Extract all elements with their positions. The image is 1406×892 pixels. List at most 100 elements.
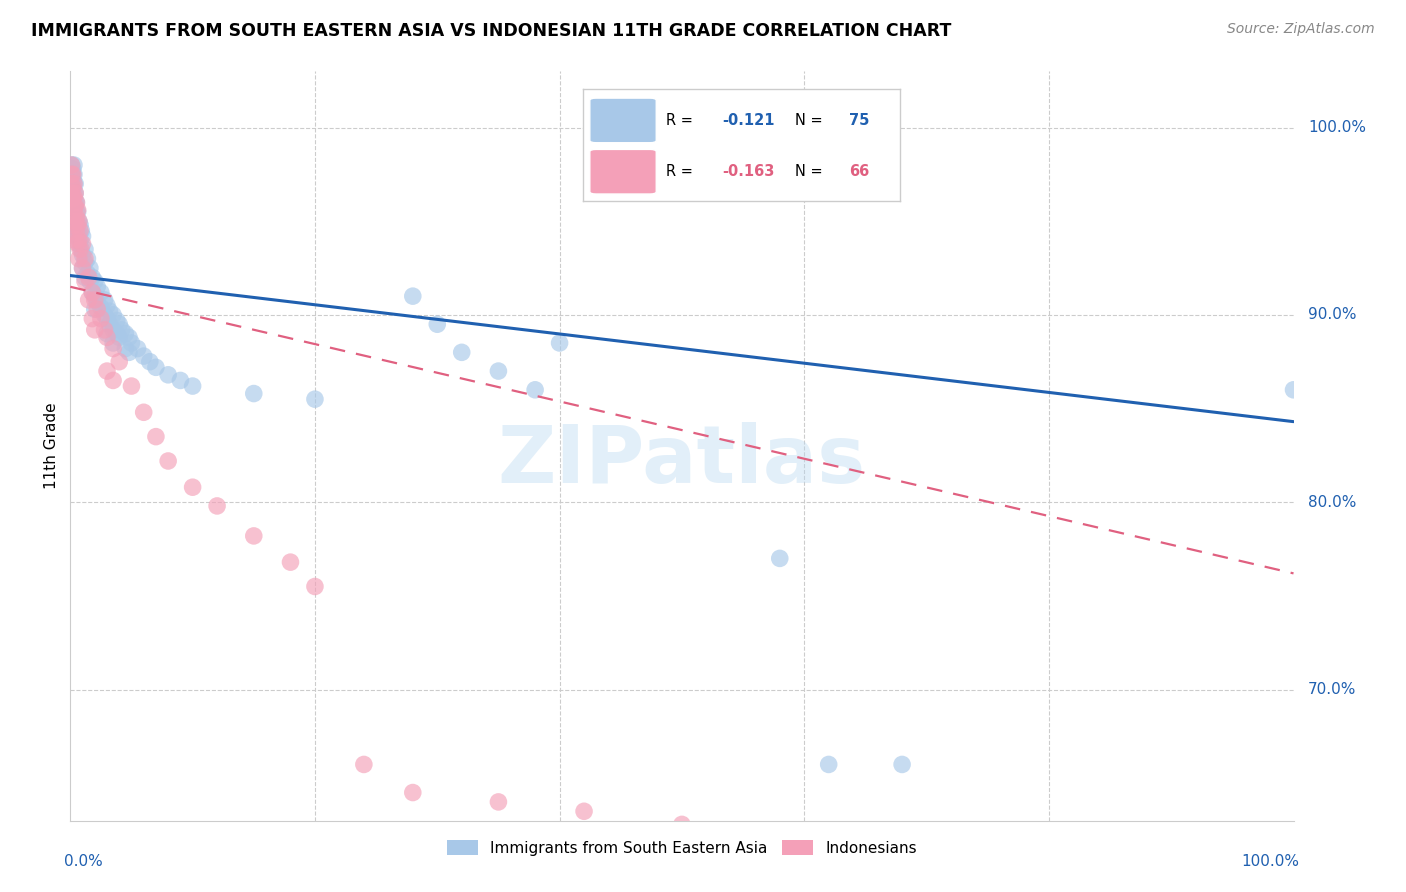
Point — [83, 302, 105, 317]
Point — [63, 186, 86, 201]
Point — [66, 218, 89, 232]
Point — [121, 379, 143, 393]
Point — [101, 323, 124, 337]
Point — [488, 364, 510, 378]
Point — [304, 392, 326, 407]
Point — [65, 195, 87, 210]
Text: R =: R = — [666, 113, 697, 128]
Point — [304, 580, 326, 594]
Point — [83, 293, 105, 307]
Point — [63, 214, 86, 228]
Text: 100.0%: 100.0% — [1241, 855, 1299, 870]
Point — [65, 211, 87, 225]
Point — [93, 308, 115, 322]
FancyBboxPatch shape — [591, 98, 657, 143]
Point — [62, 168, 84, 182]
Point — [65, 205, 87, 219]
Point — [132, 405, 155, 419]
Point — [62, 161, 84, 176]
Point — [65, 214, 87, 228]
Point — [66, 205, 89, 219]
Point — [98, 304, 121, 318]
Point — [118, 330, 141, 344]
Point — [76, 267, 98, 281]
Point — [83, 289, 105, 303]
Point — [73, 274, 96, 288]
Point — [82, 285, 104, 300]
Point — [1282, 383, 1305, 397]
Point — [169, 374, 191, 388]
Text: R =: R = — [666, 164, 697, 179]
Point — [67, 233, 90, 247]
Point — [72, 229, 94, 244]
Text: ZIPatlas: ZIPatlas — [498, 422, 866, 500]
Point — [77, 293, 100, 307]
Point — [243, 386, 266, 401]
Point — [891, 757, 914, 772]
Point — [572, 805, 595, 819]
Point — [524, 383, 547, 397]
Point — [67, 227, 90, 242]
Point — [101, 308, 124, 322]
Point — [76, 252, 98, 266]
Point — [70, 224, 93, 238]
Point — [66, 218, 89, 232]
Point — [548, 336, 571, 351]
Point — [66, 229, 89, 244]
Point — [67, 236, 90, 251]
Point — [60, 177, 83, 191]
Point — [96, 311, 118, 326]
Point — [205, 499, 228, 513]
Point — [181, 480, 204, 494]
Point — [62, 168, 84, 182]
Point — [98, 318, 121, 332]
Point — [60, 186, 83, 201]
Point — [86, 302, 108, 317]
Point — [77, 270, 100, 285]
Point — [63, 186, 86, 201]
Point — [96, 330, 118, 344]
Point — [63, 233, 86, 247]
Point — [62, 180, 84, 194]
Point — [96, 299, 118, 313]
Point — [101, 336, 124, 351]
Point — [671, 817, 693, 831]
Point — [157, 454, 180, 468]
Point — [62, 173, 84, 187]
Text: 0.0%: 0.0% — [65, 855, 103, 870]
Point — [118, 345, 141, 359]
Y-axis label: 11th Grade: 11th Grade — [44, 402, 59, 490]
Point — [63, 168, 86, 182]
Text: N =: N = — [796, 164, 828, 179]
Point — [60, 161, 83, 176]
Point — [280, 555, 302, 569]
Point — [66, 202, 89, 217]
Point — [96, 326, 118, 341]
Point — [82, 270, 104, 285]
Point — [63, 190, 86, 204]
Point — [67, 252, 90, 266]
Point — [60, 168, 83, 182]
Point — [145, 360, 167, 375]
Point — [72, 261, 94, 276]
Point — [139, 355, 162, 369]
Point — [105, 326, 128, 341]
Point — [72, 248, 94, 262]
Point — [90, 311, 112, 326]
Point — [69, 224, 91, 238]
Point — [73, 252, 96, 266]
Point — [82, 311, 104, 326]
Point — [73, 243, 96, 257]
Point — [63, 177, 86, 191]
Point — [72, 261, 94, 276]
Text: 100.0%: 100.0% — [1308, 120, 1367, 135]
Text: Source: ZipAtlas.com: Source: ZipAtlas.com — [1227, 22, 1375, 37]
Point — [114, 326, 136, 341]
Point — [101, 342, 124, 356]
Text: 75: 75 — [849, 113, 869, 128]
Text: -0.163: -0.163 — [723, 164, 775, 179]
Point — [63, 177, 86, 191]
Point — [121, 336, 143, 351]
Point — [69, 218, 91, 232]
Point — [111, 323, 134, 337]
